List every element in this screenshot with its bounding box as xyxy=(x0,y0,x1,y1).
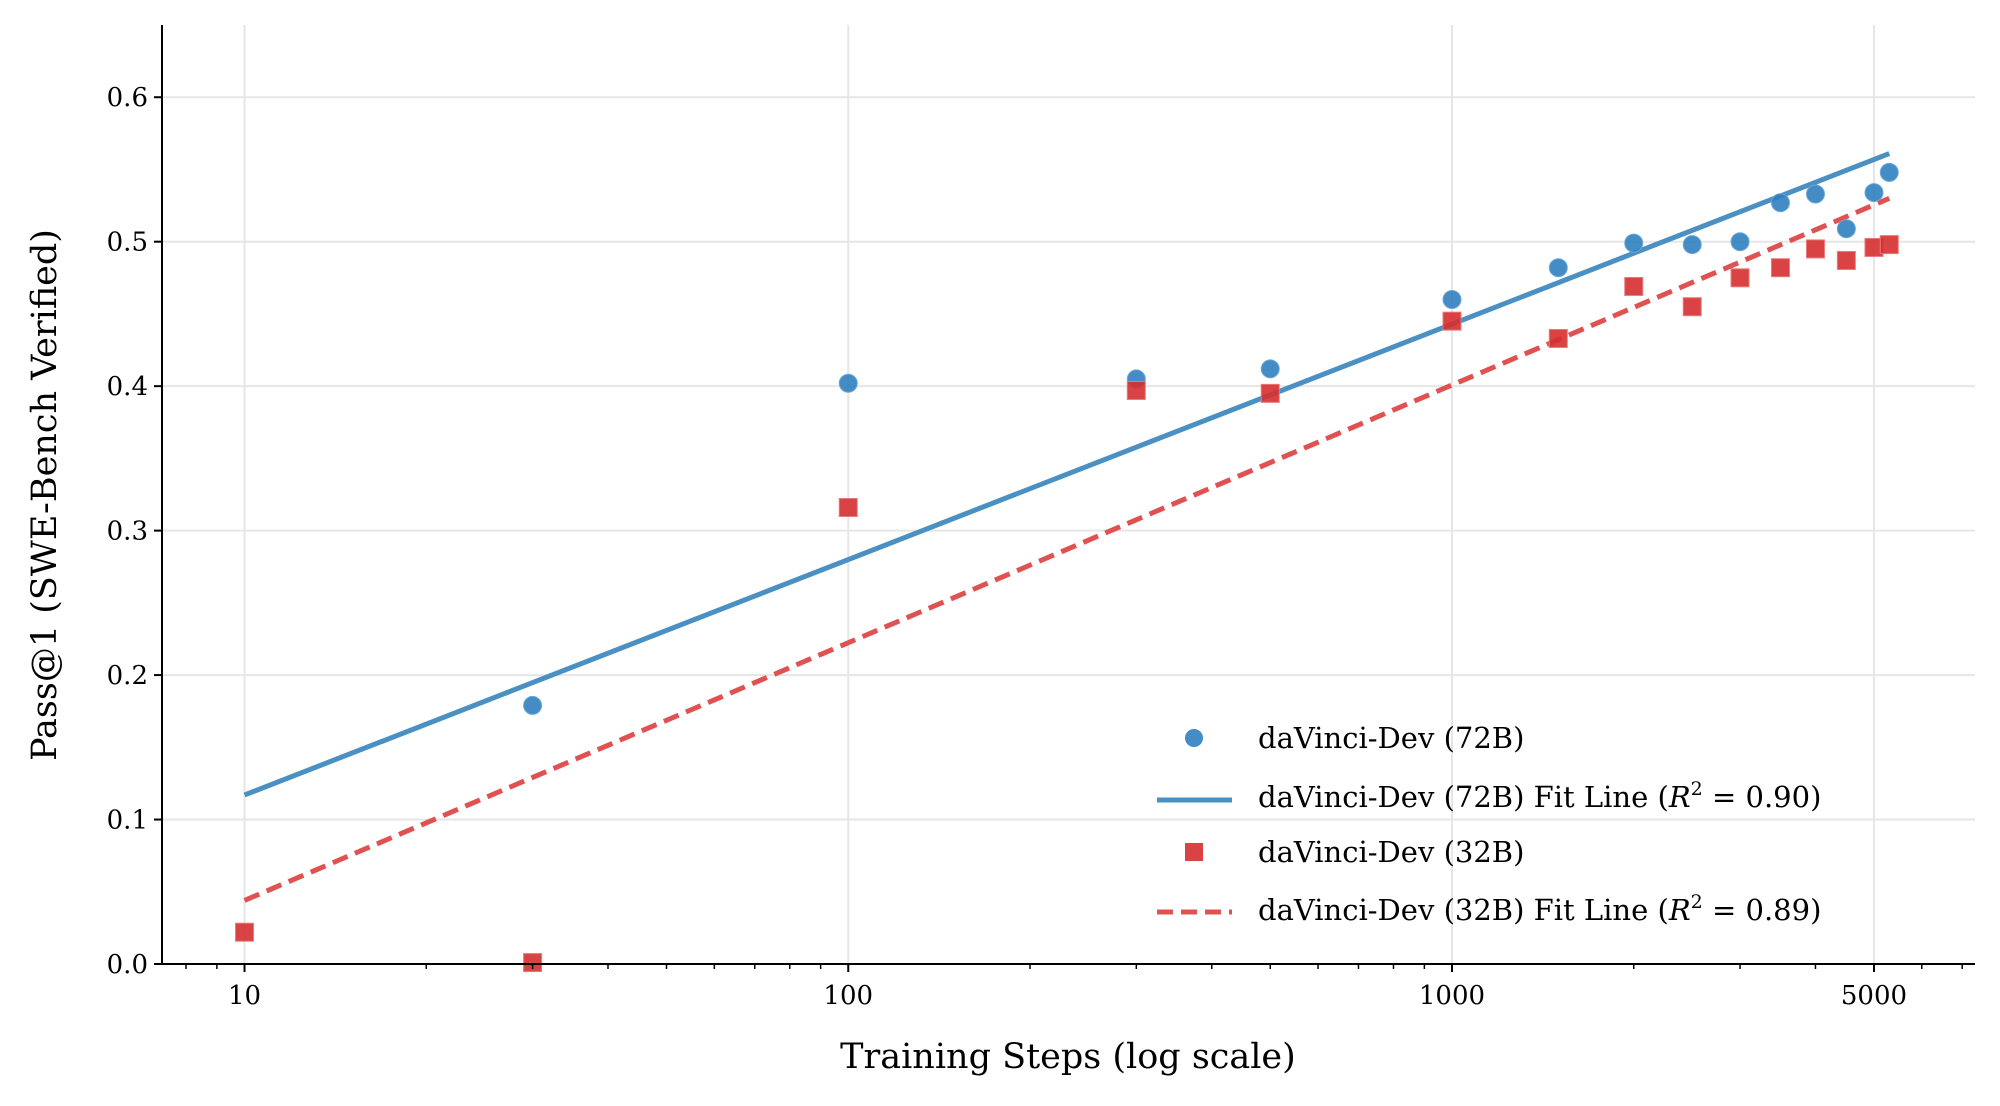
point-32b xyxy=(523,953,543,973)
x-tick-label: 5000 xyxy=(1841,981,1907,1011)
point-72b xyxy=(1805,184,1825,204)
legend-label-72b-fit: daVinci-Dev (72B) Fit Line (R2 = 0.90) xyxy=(1258,778,1821,814)
legend: daVinci-Dev (72B) daVinci-Dev (72B) Fit … xyxy=(1157,721,1821,927)
point-32b xyxy=(235,922,255,942)
point-32b xyxy=(1624,276,1644,296)
y-axis-label: Pass@1 (SWE-Bench Verified) xyxy=(25,229,65,761)
point-32b xyxy=(1682,297,1702,317)
point-32b xyxy=(1548,328,1568,348)
ticks: 0.0 0.1 0.2 0.3 0.4 0.5 0.6 10 100 1000 5000 xyxy=(107,83,1963,1011)
legend-marker-32b xyxy=(1185,843,1203,861)
fit-line-72b xyxy=(243,151,1891,798)
legend-r2-72b: 0.90 xyxy=(1746,780,1811,814)
y-tick-label: 0.3 xyxy=(107,517,148,547)
legend-label-72b-fit-text: daVinci-Dev (72B) Fit Line ( xyxy=(1258,780,1669,814)
y-tick-label: 0.0 xyxy=(107,950,148,980)
x-axis-label: Training Steps (log scale) xyxy=(840,1037,1296,1077)
point-72b xyxy=(1770,193,1790,213)
fit-line-32b xyxy=(243,196,1891,903)
point-32b xyxy=(1836,250,1856,270)
point-72b xyxy=(838,373,858,393)
y-tick-label: 0.1 xyxy=(107,806,148,836)
point-72b xyxy=(1682,235,1702,255)
axes xyxy=(161,25,1975,965)
x-tick-label: 100 xyxy=(823,981,873,1011)
legend-label-72b: daVinci-Dev (72B) xyxy=(1258,721,1524,755)
point-72b xyxy=(1442,289,1462,309)
point-32b xyxy=(838,498,858,518)
y-tick-label: 0.5 xyxy=(107,228,148,258)
fit-lines xyxy=(243,151,1891,903)
legend-label-32b-fit: daVinci-Dev (32B) Fit Line (R2 = 0.89) xyxy=(1258,891,1821,927)
point-72b xyxy=(1260,359,1280,379)
point-32b xyxy=(1126,380,1146,400)
point-32b xyxy=(1730,268,1750,288)
point-72b xyxy=(1624,233,1644,253)
y-tick-label: 0.6 xyxy=(107,83,148,113)
point-32b xyxy=(1260,383,1280,403)
point-72b xyxy=(523,695,543,715)
point-32b xyxy=(1879,235,1899,255)
point-72b xyxy=(1864,183,1884,203)
point-72b xyxy=(1548,258,1568,278)
legend-r2-32b: 0.89 xyxy=(1746,893,1811,927)
y-tick-label: 0.4 xyxy=(107,372,148,402)
x-tick-label: 1000 xyxy=(1419,981,1485,1011)
legend-label-32b: daVinci-Dev (32B) xyxy=(1258,835,1524,869)
y-tick-label: 0.2 xyxy=(107,661,148,691)
point-72b xyxy=(1879,162,1899,182)
point-72b xyxy=(1836,219,1856,239)
legend-marker-72b xyxy=(1185,729,1203,747)
data-points xyxy=(235,162,1899,973)
point-32b xyxy=(1442,311,1462,331)
point-72b xyxy=(1730,232,1750,252)
x-tick-label: 10 xyxy=(228,981,261,1011)
point-32b xyxy=(1770,258,1790,278)
point-32b xyxy=(1805,239,1825,259)
legend-label-32b-fit-text: daVinci-Dev (32B) Fit Line ( xyxy=(1258,893,1669,927)
grid xyxy=(162,25,1975,965)
